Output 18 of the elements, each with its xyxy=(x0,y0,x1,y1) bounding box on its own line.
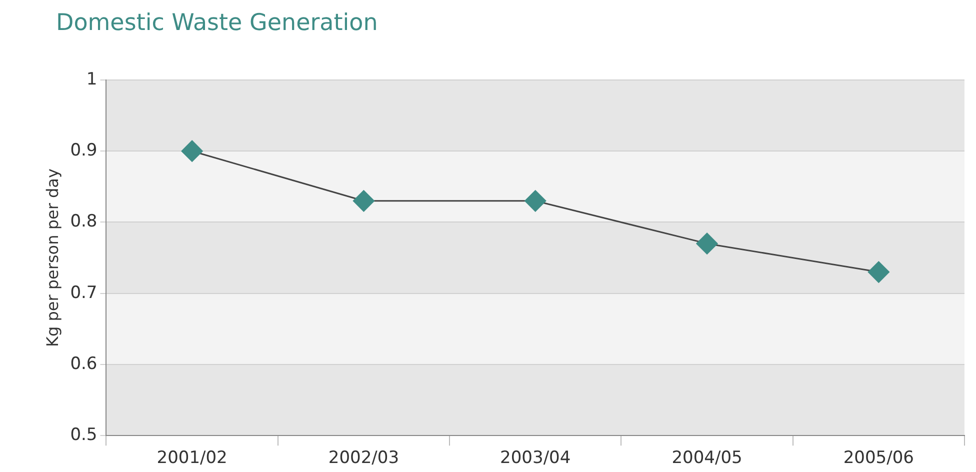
x-tick-label: 2003/04 xyxy=(500,448,571,468)
point xyxy=(696,232,718,254)
x-tick-label: 2002/03 xyxy=(328,448,400,468)
y-tick-label: 0.8 xyxy=(70,212,98,232)
y-axis-title: Kg per person per day xyxy=(42,168,62,348)
y-tick-label: 0.7 xyxy=(70,282,98,303)
point xyxy=(524,190,546,212)
point xyxy=(868,261,890,283)
y-tick-label: 0.5 xyxy=(70,425,98,446)
y-tick-label: 0.6 xyxy=(70,354,98,374)
point xyxy=(181,140,203,162)
y-tick-label: 1 xyxy=(86,69,98,90)
x-tick-label: 2001/02 xyxy=(156,448,228,468)
chart-title: Domestic Waste Generation xyxy=(56,10,378,36)
point xyxy=(352,190,374,212)
x-tick-label: 2004/05 xyxy=(672,448,742,468)
y-tick-label: 0.9 xyxy=(70,140,98,161)
x-tick-label: 2005/06 xyxy=(843,448,914,468)
